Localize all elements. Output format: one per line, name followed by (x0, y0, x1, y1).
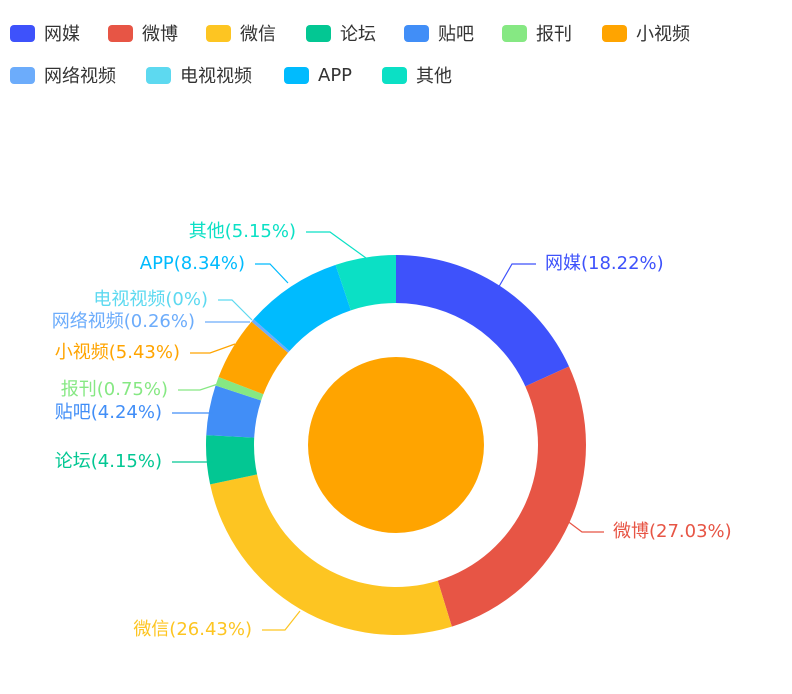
legend-swatch (404, 24, 429, 42)
legend-item[interactable]: 网媒 (10, 21, 80, 45)
slice-label: 论坛(4.15%) (55, 451, 162, 472)
slice-label: APP(8.34%) (140, 253, 245, 274)
legend-swatch (206, 24, 231, 42)
legend-swatch (108, 24, 133, 42)
leader-line (496, 263, 536, 291)
legend-label: 论坛 (340, 24, 376, 45)
donut-slice[interactable] (210, 474, 452, 635)
legend-swatch (146, 66, 171, 84)
legend-item[interactable]: 电视视频 (146, 63, 252, 87)
legend-label: 贴吧 (438, 24, 474, 45)
donut-slice[interactable] (206, 435, 258, 485)
legend-item[interactable]: 微信 (206, 21, 276, 45)
legend-label: 微信 (240, 24, 276, 45)
slice-label: 网媒(18.22%) (545, 253, 664, 274)
legend-label: 网络视频 (44, 66, 116, 87)
slice-label: 微信(26.43%) (133, 619, 252, 640)
slice-label: 小视频(5.43%) (55, 342, 180, 363)
slice-label: 报刊(0.75%) (61, 379, 168, 400)
donut-slice[interactable] (253, 264, 351, 352)
legend-label: 其他 (416, 66, 452, 87)
donut-slice[interactable] (206, 385, 262, 438)
legend-item[interactable]: 论坛 (306, 21, 376, 45)
donut-slice[interactable] (396, 255, 570, 387)
legend-swatch (10, 66, 35, 84)
legend-swatch (10, 24, 35, 42)
donut-slice[interactable] (335, 255, 396, 311)
leader-line (190, 343, 236, 354)
legend-item[interactable]: 小视频 (602, 21, 690, 45)
slice-label: 其他(5.15%) (189, 221, 296, 242)
leader-line (565, 519, 604, 533)
slice-label: 贴吧(4.24%) (55, 402, 162, 423)
legend-label: APP (318, 64, 353, 86)
legend-swatch (284, 66, 309, 84)
legend-swatch (382, 66, 407, 84)
slice-labels: 网媒(18.22%) 微博(27.03%) 微信(26.43%) 论坛(4.15%) 贴… (52, 221, 732, 640)
legend-label: 电视视频 (180, 66, 252, 87)
label-leader-lines (172, 231, 604, 631)
legend-item[interactable]: 微博 (108, 21, 178, 45)
donut-slices (206, 255, 586, 635)
slice-label: 电视视频(0%) (93, 289, 208, 310)
leader-line (262, 610, 301, 631)
center-circle (308, 357, 484, 533)
legend-item[interactable]: 贴吧 (404, 21, 474, 45)
legend-item[interactable]: 网络视频 (10, 63, 116, 87)
legend-label: 微博 (142, 24, 178, 45)
donut-slice[interactable] (251, 319, 290, 353)
legend-label: 小视频 (636, 24, 690, 45)
leader-line (178, 383, 219, 391)
legend-item[interactable]: 其他 (382, 63, 452, 87)
leader-line (218, 299, 253, 321)
leader-line (306, 231, 367, 259)
legend-swatch (502, 24, 527, 42)
legend-swatch (306, 24, 331, 42)
legend-label: 报刊 (536, 24, 572, 45)
legend-swatch (602, 24, 627, 42)
leader-line (255, 263, 289, 284)
donut-slice[interactable] (218, 321, 289, 395)
slice-label: 微博(27.03%) (613, 521, 732, 542)
legend-label: 网媒 (44, 24, 80, 45)
legend-item[interactable]: 报刊 (502, 21, 572, 45)
donut-slice[interactable] (437, 366, 586, 627)
slice-label: 网络视频(0.26%) (52, 311, 195, 332)
donut-slice[interactable] (215, 377, 264, 401)
legend-item[interactable]: APP (284, 63, 352, 87)
